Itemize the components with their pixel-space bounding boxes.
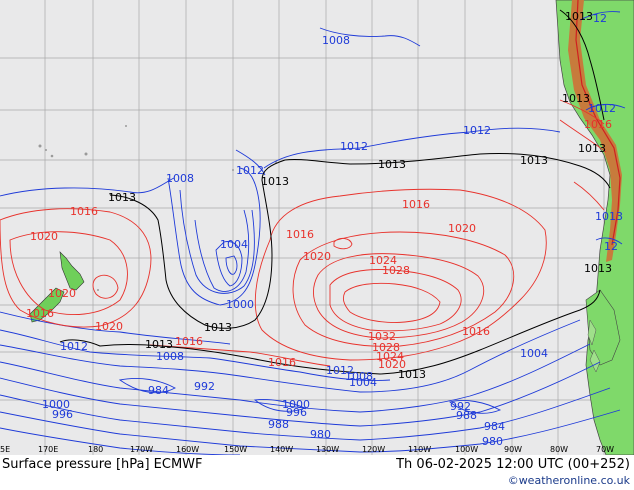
lon-130w: 130W [316,445,339,454]
label-1012-sw: 1012 [60,340,88,353]
label-1020-nz: 1020 [48,287,76,300]
label-1000-s: 1000 [282,398,310,411]
label-1016-nz: 1016 [26,307,54,320]
label-1020-s: 1020 [378,358,406,371]
label-1013-south: 1013 [584,262,612,275]
andes-relief [568,0,622,262]
label-1013-mid: 1013 [378,158,406,171]
pacific-islands [38,125,277,291]
lon-140w: 140W [270,445,293,454]
label-1020-south: 1020 [95,320,123,333]
label-1000-sw: 1000 [42,398,70,411]
forecast-datetime: Th 06-02-2025 12:00 UTC (00+252) [396,457,630,472]
label-1020-west-high: 1020 [303,250,331,263]
lon-110w: 110W [408,445,431,454]
low-isobars [0,11,626,455]
label-1028-s: 1028 [372,341,400,354]
lon-170w: 170W [130,445,153,454]
new-zealand-north [59,251,85,291]
label-1024: 1024 [369,254,397,267]
label-1004: 1004 [220,238,248,251]
label-980-se: 980 [482,435,503,448]
label-1013-coast2: 1013 [578,142,606,155]
credit-link[interactable]: ©weatheronline.co.uk [507,474,630,487]
label-1008-north: 1008 [322,34,350,47]
grid [0,0,634,455]
label-1013-low: 1013 [204,321,232,334]
label-1013-sw: 1013 [145,338,173,351]
label-996-sw: 996 [52,408,73,421]
lon-90w: 90W [504,445,522,454]
label-1016-coast: 1016 [584,118,612,131]
label-1028: 1028 [382,264,410,277]
label-1016-s: 1016 [268,356,296,369]
lon-170e: 170E [38,445,58,454]
new-zealand-south [29,287,65,323]
footer: Surface pressure [hPa] ECMWF Th 06-02-20… [0,455,634,490]
label-1032: 1032 [368,330,396,343]
lon-5e: 5E [0,445,10,454]
label-996-s: 996 [286,406,307,419]
label-988-se: 988 [456,409,477,422]
south-america-land [555,0,634,455]
label-1004-s: 1004 [349,376,377,389]
label-984-se: 984 [484,420,505,433]
lon-160w: 160W [176,445,199,454]
chile-islands [587,319,601,373]
label-992: 992 [194,380,215,393]
label-1012-mid: 1012 [340,140,368,153]
label-1012-west: 1012 [236,164,264,177]
label-1008-west: 1008 [166,172,194,185]
patagonia [585,289,621,366]
label-1016-tasman: 1016 [70,205,98,218]
label-1012-chile: 12 [604,240,618,253]
label-984: 984 [148,384,169,397]
label-992-se: 992 [450,400,471,413]
label-1012-coast: 1012 [588,102,616,115]
label-1016-sw: 1016 [175,335,203,348]
label-1016-se: 1016 [462,325,490,338]
label-1013-trough: 1013 [261,175,289,188]
lon-180: 180 [88,445,103,454]
map-svg: 1008 1013 12 1013 1012 1016 1013 1012 10… [0,0,634,455]
lon-150w: 150W [224,445,247,454]
label-988: 988 [268,418,289,431]
label-1020-tasman: 1020 [30,230,58,243]
longitude-ticks: 5E 170E 180 170W 160W 150W 140W 130W 120… [0,445,614,454]
label-1013-ne: 1013 [565,10,593,23]
label-1016-high: 1016 [402,198,430,211]
label-1000-low: 1000 [226,298,254,311]
label-1020-high: 1020 [448,222,476,235]
pressure-map: 1008 1013 12 1013 1012 1016 1013 1012 10… [0,0,634,455]
label-980: 980 [310,428,331,441]
lon-70w: 70W [596,445,614,454]
label-1008-sw: 1008 [156,350,184,363]
lon-100w: 100W [455,445,478,454]
label-1013-chile: 1013 [595,210,623,223]
lon-80w: 80W [550,445,568,454]
label-1024-s: 1024 [376,350,404,363]
isobar-labels: 1008 1013 12 1013 1012 1016 1013 1012 10… [26,10,623,448]
label-1016-west-high: 1016 [286,228,314,241]
lon-120w: 120W [362,445,385,454]
map-title: Surface pressure [hPa] ECMWF [2,457,203,472]
label-1012-center: 1012 [463,124,491,137]
label-1012-ne: 12 [593,12,607,25]
label-1012-s: 1012 [326,364,354,377]
andes-red [575,0,621,246]
label-1004-se: 1004 [520,347,548,360]
label-1013-s: 1013 [398,368,426,381]
label-1013-coast: 1013 [562,92,590,105]
high-isobars [0,99,607,367]
label-1013-east: 1013 [520,154,548,167]
label-1008-s: 1008 [345,370,373,383]
label-1013-tasman: 1013 [108,191,136,204]
standard-isobar [59,9,611,375]
